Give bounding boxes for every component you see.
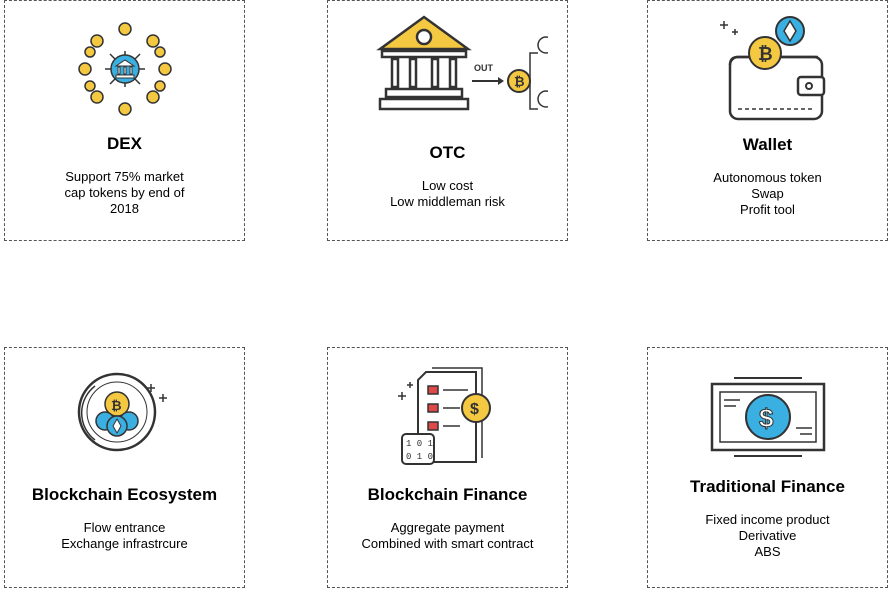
card-otc: OUT ₿ OTC Low cost Low middleman risk xyxy=(327,0,568,241)
dollar-banknote-icon: $ xyxy=(648,370,887,460)
card-blockchain-finance: 1 0 1 0 1 0 $ Blockchain Finance Aggrega… xyxy=(327,347,568,588)
svg-text:1 0 1: 1 0 1 xyxy=(406,439,433,449)
card-description: Support 75% market cap tokens by end of 20… xyxy=(64,169,185,216)
card-description: Fixed income product Derivative ABS xyxy=(705,512,830,559)
wallet-icon: ₿ xyxy=(648,15,887,125)
card-title: Blockchain Ecosystem xyxy=(31,485,218,504)
card-description: Aggregate payment Combined with smart con… xyxy=(361,520,534,551)
svg-text:$: $ xyxy=(470,401,479,418)
card-traditional-finance: $ Traditional Finance Fixed income produ… xyxy=(647,347,888,588)
card-title: DEX xyxy=(107,134,142,153)
card-description: Flow entrance Exchange infrastrcure xyxy=(61,520,188,551)
card-description: Autonomous token Swap Profit tool xyxy=(713,170,822,217)
svg-text:₿: ₿ xyxy=(514,74,525,89)
otc-bank-transfer-icon: OUT ₿ xyxy=(328,13,567,118)
svg-text:₿: ₿ xyxy=(758,44,773,64)
svg-text:₿: ₿ xyxy=(111,398,122,413)
card-dex: DEX Support 75% market cap tokens by end … xyxy=(4,0,245,241)
dex-network-icon xyxy=(5,19,244,119)
out-label: OUT xyxy=(474,63,494,73)
card-title: Traditional Finance xyxy=(690,477,845,496)
card-description: Low cost Low middleman risk xyxy=(390,178,505,209)
card-title: Blockchain Finance xyxy=(367,485,528,504)
svg-text:0 1 0: 0 1 0 xyxy=(406,452,433,462)
svg-text:$: $ xyxy=(759,403,774,433)
card-title: OTC xyxy=(429,143,466,162)
card-blockchain-ecosystem: ₿ Blockchain Ecosystem Flow entrance Exch… xyxy=(4,347,245,588)
crypto-ecosystem-icon: ₿ xyxy=(5,364,244,454)
smart-contract-document-icon: 1 0 1 0 1 0 $ xyxy=(328,364,567,469)
card-wallet: ₿ Wallet Autonomous token Swap Profit tool xyxy=(647,0,888,241)
card-title: Wallet xyxy=(742,135,793,154)
